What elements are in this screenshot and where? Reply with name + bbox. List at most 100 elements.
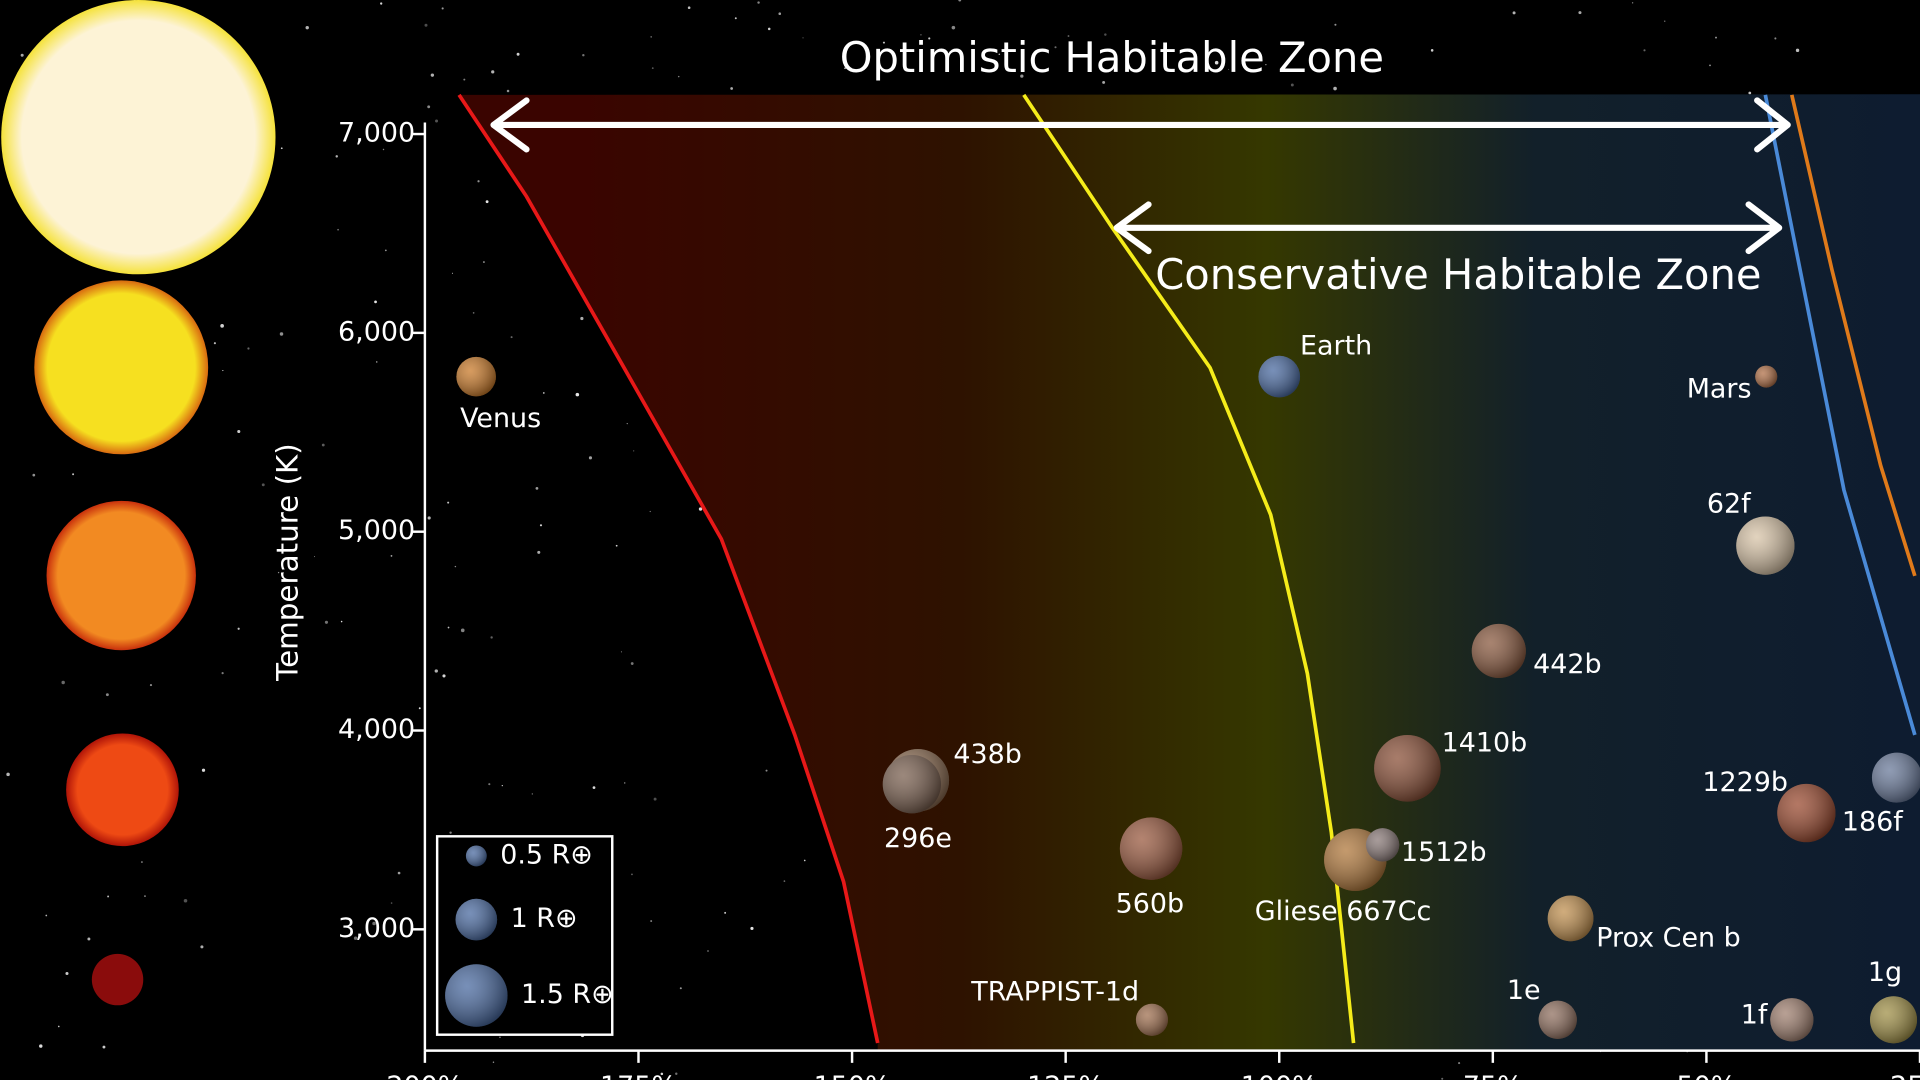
star-dot (435, 119, 439, 123)
legend: 0.5 R⊕ 1 R⊕ 1.5 R⊕ (445, 839, 614, 1027)
planet-label: 560b (1116, 888, 1184, 919)
star-dot (724, 911, 727, 914)
star-dot (920, 33, 922, 36)
star-dot (222, 369, 224, 372)
planet-label: TRAPPIST-1d (970, 976, 1139, 1007)
axes: 3,000 4,000 5,000 6,000 7,000 200% 175% 150% 125… (338, 118, 1920, 1080)
star-dot (1512, 11, 1516, 15)
chart-title: Optimistic Habitable Zone (840, 33, 1384, 82)
y-axis-label: Temperature (K) (270, 443, 304, 682)
star-icon (91, 953, 144, 1006)
planet-label: 296e (884, 823, 952, 854)
star-dot (651, 67, 654, 69)
star-dot (140, 861, 143, 864)
boundary-line (457, 93, 880, 1044)
planet-label: 1e (1507, 975, 1541, 1006)
planets: Venus Earth Mars 62f 442b 1410b 438b 296e 560b Gl… (456, 331, 1920, 1044)
boundary-line (1763, 94, 1917, 736)
star-dot (418, 707, 421, 710)
planet: 1e (1507, 975, 1577, 1039)
star-dot (588, 456, 593, 460)
star-dot (149, 684, 153, 687)
planet: 1512b (1365, 828, 1487, 868)
legend-label: 0.5 R⊕ (500, 839, 593, 870)
star-dot (65, 971, 69, 975)
star-dot (707, 950, 709, 952)
star-dot (765, 769, 768, 772)
star-dot (1308, 1077, 1312, 1080)
planet: 186f (1842, 752, 1920, 837)
star-dot (463, 78, 466, 81)
star-dot (575, 392, 580, 397)
star-dot (321, 443, 325, 447)
star-dot (488, 783, 491, 786)
star-dot (384, 249, 387, 252)
planet: 1229b (1702, 767, 1836, 843)
planet-shade (1119, 817, 1183, 880)
star-dot (928, 37, 931, 40)
star-dot (1578, 11, 1582, 15)
legend-shade (465, 845, 487, 867)
star-dot (698, 507, 703, 511)
y-tick-label: 5,000 (338, 515, 415, 546)
star-dot (382, 148, 385, 151)
star-dot (491, 70, 495, 74)
star-dot (757, 1, 760, 4)
star-dot (482, 261, 485, 264)
star-dot (372, 921, 376, 926)
star-dot (1774, 37, 1777, 40)
y-tick-label: 6,000 (338, 316, 415, 347)
star-dot (783, 880, 786, 882)
star-dot (1631, 2, 1634, 4)
star-dot (675, 1072, 678, 1075)
star-dot (441, 7, 444, 10)
star-dot (353, 936, 358, 940)
planet-label: Venus (460, 403, 541, 434)
planet-shade (1538, 1000, 1577, 1039)
star-dot (430, 73, 435, 77)
star-dot (237, 627, 240, 630)
x-tick-label: 25% (1890, 1071, 1920, 1080)
planet-label: Mars (1687, 374, 1752, 405)
star-dot (305, 25, 309, 30)
star-dot (630, 662, 634, 665)
star-dot (1054, 46, 1057, 49)
boundary-line (1790, 94, 1917, 577)
planet-shade (1374, 734, 1441, 802)
planet-label: 1512b (1401, 837, 1487, 868)
chart-subtitle: Conservative Habitable Zone (1155, 250, 1761, 299)
star-dot (620, 651, 622, 653)
boundaries (457, 93, 1917, 1044)
star-icon (46, 500, 196, 651)
planet: 1410b (1374, 727, 1527, 802)
star-dot (531, 793, 533, 795)
planet-shade (1755, 365, 1778, 388)
star-dot (615, 544, 618, 547)
star-dot (280, 515, 283, 517)
star-dot (451, 272, 453, 274)
star-dot (653, 797, 657, 801)
x-tick-label: 175% (600, 1071, 677, 1080)
star-dot (200, 945, 204, 949)
conservative-arrow (1113, 201, 1783, 255)
planet-label: 1229b (1702, 767, 1788, 798)
star-dot (537, 550, 541, 554)
star-dot (501, 785, 503, 787)
star-dot (390, 902, 393, 904)
planet: Prox Cen b (1547, 895, 1741, 954)
arrows (490, 97, 1791, 255)
planet-shade (1135, 1003, 1168, 1036)
x-tick-label: 200% (386, 1071, 463, 1080)
x-tick-label: 75% (1463, 1071, 1523, 1080)
star-dot (1265, 63, 1267, 66)
planet-shade (1736, 516, 1795, 575)
star-dot (1334, 23, 1337, 26)
star-dot (397, 871, 401, 875)
star-dot (1104, 33, 1107, 36)
star-dot (247, 347, 250, 350)
star-dot (280, 147, 283, 150)
star-dot (951, 25, 956, 30)
star-dot (454, 565, 457, 568)
planet-shade (1258, 355, 1301, 398)
